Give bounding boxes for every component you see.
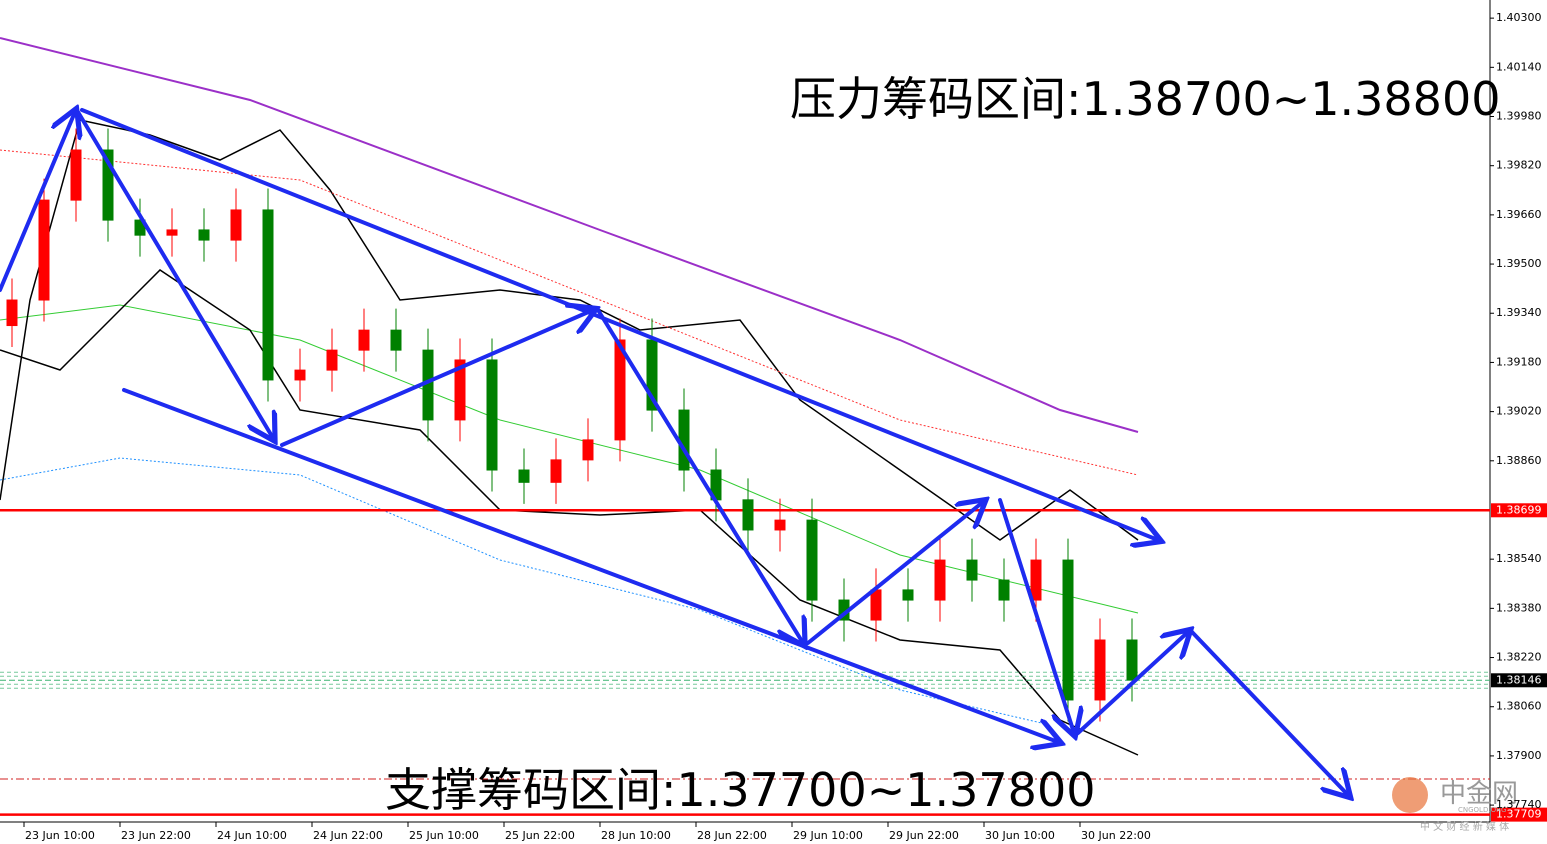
x-tick-label: 29 Jun 22:00 xyxy=(889,829,959,842)
candle-body xyxy=(390,329,402,351)
level-label: 1.37709 xyxy=(1496,808,1542,821)
y-tick-label: 1.40140 xyxy=(1496,60,1542,73)
y-tick-label: 1.37900 xyxy=(1496,749,1542,762)
watermark-name: 中金网 xyxy=(1440,779,1518,809)
candle-body xyxy=(934,559,946,601)
y-tick-label: 1.38220 xyxy=(1496,651,1542,664)
candle-body xyxy=(902,589,914,601)
level-label: 1.38699 xyxy=(1496,503,1542,516)
ma-line xyxy=(0,37,1139,433)
y-tick-label: 1.38860 xyxy=(1496,454,1542,467)
arrow xyxy=(122,388,1058,742)
axis: 1.40300 1.40140 1.39980 1.39820 1.39660 1.395… xyxy=(23,11,1542,842)
x-tick-label: 24 Jun 22:00 xyxy=(313,829,383,842)
trend-arrows xyxy=(0,110,1348,795)
x-tick-label: 23 Jun 10:00 xyxy=(25,829,95,842)
arrow xyxy=(0,112,75,292)
y-tick-label: 1.38540 xyxy=(1496,552,1542,565)
candle-body xyxy=(486,359,498,471)
y-tick-label: 1.39820 xyxy=(1496,159,1542,172)
y-tick-label: 1.39020 xyxy=(1496,405,1542,418)
band-line xyxy=(0,149,1139,476)
candle-body xyxy=(6,299,18,327)
candle-body xyxy=(646,339,658,411)
x-tick-label: 25 Jun 10:00 xyxy=(409,829,479,842)
candle-body xyxy=(1126,639,1138,681)
candle-body xyxy=(614,339,626,441)
y-tick-label: 1.39340 xyxy=(1496,306,1542,319)
candle-body xyxy=(678,409,690,471)
y-tick-label: 1.38380 xyxy=(1496,601,1542,614)
watermark: 中金网 CNGOLD.ORG 中 文 财 经 新 媒 体 xyxy=(1392,777,1518,833)
arrow xyxy=(806,502,983,645)
x-tick-label: 25 Jun 22:00 xyxy=(505,829,575,842)
arrow xyxy=(76,110,273,438)
candle-body xyxy=(774,519,786,531)
watermark-slogan: 中 文 财 经 新 媒 体 xyxy=(1420,820,1509,833)
x-tick-label: 29 Jun 10:00 xyxy=(793,829,863,842)
candle-body xyxy=(454,359,466,421)
arrow xyxy=(280,310,593,447)
y-tick-label: 1.39980 xyxy=(1496,110,1542,123)
arrow xyxy=(1190,630,1348,795)
ma-line xyxy=(0,304,1139,614)
level-label-box xyxy=(1491,673,1547,688)
candle-body xyxy=(518,469,530,483)
candle-body xyxy=(70,149,82,201)
candle-body xyxy=(358,329,370,351)
candle-body xyxy=(102,149,114,221)
x-tick-label: 30 Jun 22:00 xyxy=(1081,829,1151,842)
candle-body xyxy=(550,459,562,483)
annotation: 压力筹码区间:1.38700~1.38800 xyxy=(790,72,1500,126)
watermark-site: CNGOLD.ORG xyxy=(1458,806,1506,814)
candle-body xyxy=(1062,559,1074,701)
candle-body xyxy=(742,499,754,531)
candle-body xyxy=(1030,559,1042,601)
annotation: 支撑筹码区间:1.37700~1.37800 xyxy=(385,763,1095,817)
arrow xyxy=(596,308,803,643)
x-tick-label: 24 Jun 10:00 xyxy=(217,829,287,842)
candle-body xyxy=(326,349,338,371)
candle-body xyxy=(294,369,306,381)
y-tick-label: 1.38060 xyxy=(1496,700,1542,713)
level-label-box xyxy=(1491,503,1547,518)
arrow xyxy=(998,498,1074,733)
y-tick-label: 1.40300 xyxy=(1496,11,1542,24)
candles xyxy=(6,128,1138,722)
candle-body xyxy=(166,229,178,236)
candle-body xyxy=(230,209,242,241)
band-line xyxy=(0,457,1051,726)
y-tick-label: 1.37740 xyxy=(1496,798,1542,811)
watermark-logo xyxy=(1392,777,1428,813)
y-tick-label: 1.39660 xyxy=(1496,208,1542,221)
candle-body xyxy=(1094,639,1106,701)
band-line xyxy=(0,269,1139,756)
candle-body xyxy=(198,229,210,241)
candle-body xyxy=(966,559,978,581)
candle-body xyxy=(870,589,882,621)
x-tick-label: 23 Jun 22:00 xyxy=(121,829,191,842)
x-tick-label: 30 Jun 10:00 xyxy=(985,829,1055,842)
x-tick-label: 28 Jun 22:00 xyxy=(697,829,767,842)
x-tick-label: 28 Jun 10:00 xyxy=(601,829,671,842)
arrow xyxy=(1076,632,1188,735)
candle-body xyxy=(582,439,594,461)
candle-body xyxy=(38,199,50,301)
level-label: 1.38146 xyxy=(1496,673,1542,686)
y-tick-label: 1.39180 xyxy=(1496,355,1542,368)
candle-body xyxy=(998,579,1010,601)
candle-body xyxy=(262,209,274,381)
arrow xyxy=(80,108,1158,540)
y-tick-label: 1.39500 xyxy=(1496,257,1542,270)
candle-body xyxy=(806,519,818,601)
level-label-box xyxy=(1491,807,1547,822)
